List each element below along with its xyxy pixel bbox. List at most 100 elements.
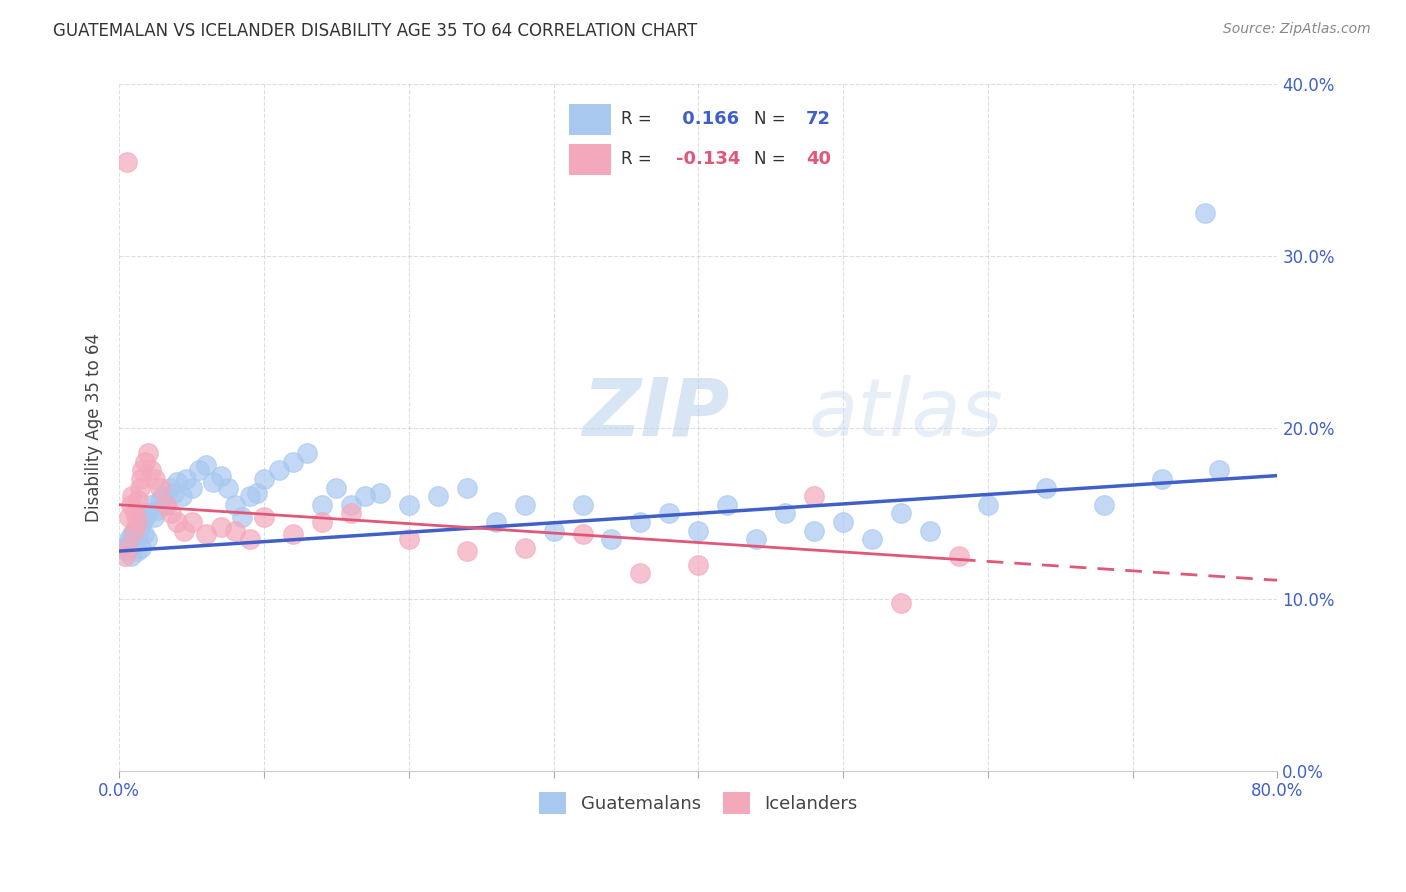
Text: GUATEMALAN VS ICELANDER DISABILITY AGE 35 TO 64 CORRELATION CHART: GUATEMALAN VS ICELANDER DISABILITY AGE 3… <box>53 22 697 40</box>
Point <box>890 507 912 521</box>
Point <box>224 524 246 538</box>
Point <box>139 498 162 512</box>
Point <box>948 549 970 564</box>
Point <box>166 515 188 529</box>
Point <box>918 524 941 538</box>
Point <box>426 489 449 503</box>
Point <box>143 509 166 524</box>
Point <box>1194 206 1216 220</box>
Point <box>658 507 681 521</box>
Point <box>173 524 195 538</box>
Y-axis label: Disability Age 35 to 64: Disability Age 35 to 64 <box>86 333 103 522</box>
Point <box>121 527 143 541</box>
Point <box>513 498 536 512</box>
Point <box>571 498 593 512</box>
Point <box>129 472 152 486</box>
Point <box>127 492 149 507</box>
Point <box>134 455 156 469</box>
Point <box>114 549 136 564</box>
Point <box>281 455 304 469</box>
Point <box>155 498 177 512</box>
Point <box>253 472 276 486</box>
Point <box>129 541 152 555</box>
Point <box>485 515 508 529</box>
Point <box>688 558 710 572</box>
Point <box>195 527 218 541</box>
Point <box>145 472 167 486</box>
Point <box>118 509 141 524</box>
Point <box>224 498 246 512</box>
Point <box>340 498 363 512</box>
Point <box>122 524 145 538</box>
Point <box>115 544 138 558</box>
Point <box>131 515 153 529</box>
Point <box>231 509 253 524</box>
Point <box>202 475 225 490</box>
Point <box>195 458 218 473</box>
Legend: Guatemalans, Icelanders: Guatemalans, Icelanders <box>530 783 866 823</box>
Point <box>132 527 155 541</box>
Point <box>513 541 536 555</box>
Point <box>149 481 172 495</box>
Point <box>354 489 377 503</box>
Point <box>209 520 232 534</box>
Point <box>543 524 565 538</box>
Point <box>117 537 139 551</box>
Point <box>745 532 768 546</box>
Point <box>180 515 202 529</box>
Point <box>977 498 1000 512</box>
Point <box>122 537 145 551</box>
Point <box>281 527 304 541</box>
Point <box>1150 472 1173 486</box>
Point <box>311 498 333 512</box>
Point <box>127 530 149 544</box>
Point <box>398 498 420 512</box>
Point <box>209 468 232 483</box>
Point <box>121 489 143 503</box>
Point <box>325 481 347 495</box>
Point <box>131 463 153 477</box>
Point <box>124 507 146 521</box>
Point <box>136 507 159 521</box>
Point <box>688 524 710 538</box>
Point <box>125 515 148 529</box>
Point <box>340 507 363 521</box>
Point <box>803 524 825 538</box>
Point <box>134 509 156 524</box>
Point <box>115 154 138 169</box>
Point <box>238 489 260 503</box>
Point <box>217 481 239 495</box>
Point <box>120 498 142 512</box>
Point <box>803 489 825 503</box>
Point <box>128 481 150 495</box>
Text: Source: ZipAtlas.com: Source: ZipAtlas.com <box>1223 22 1371 37</box>
Point <box>246 485 269 500</box>
Point <box>155 498 177 512</box>
Point <box>238 532 260 546</box>
Point <box>159 481 181 495</box>
Point <box>628 566 651 581</box>
Text: atlas: atlas <box>808 375 1002 453</box>
Point <box>456 544 478 558</box>
Point <box>152 489 174 503</box>
Point <box>136 446 159 460</box>
Point <box>297 446 319 460</box>
Point <box>267 463 290 477</box>
Point <box>1092 498 1115 512</box>
Point <box>166 475 188 490</box>
Point <box>187 463 209 477</box>
Point <box>311 515 333 529</box>
Point <box>860 532 883 546</box>
Point <box>120 549 142 564</box>
Point <box>170 489 193 503</box>
Point <box>128 520 150 534</box>
Point <box>398 532 420 546</box>
Point <box>163 485 186 500</box>
Point <box>456 481 478 495</box>
Point <box>716 498 738 512</box>
Point <box>253 509 276 524</box>
Point <box>180 481 202 495</box>
Point <box>890 596 912 610</box>
Point <box>571 527 593 541</box>
Point <box>139 463 162 477</box>
